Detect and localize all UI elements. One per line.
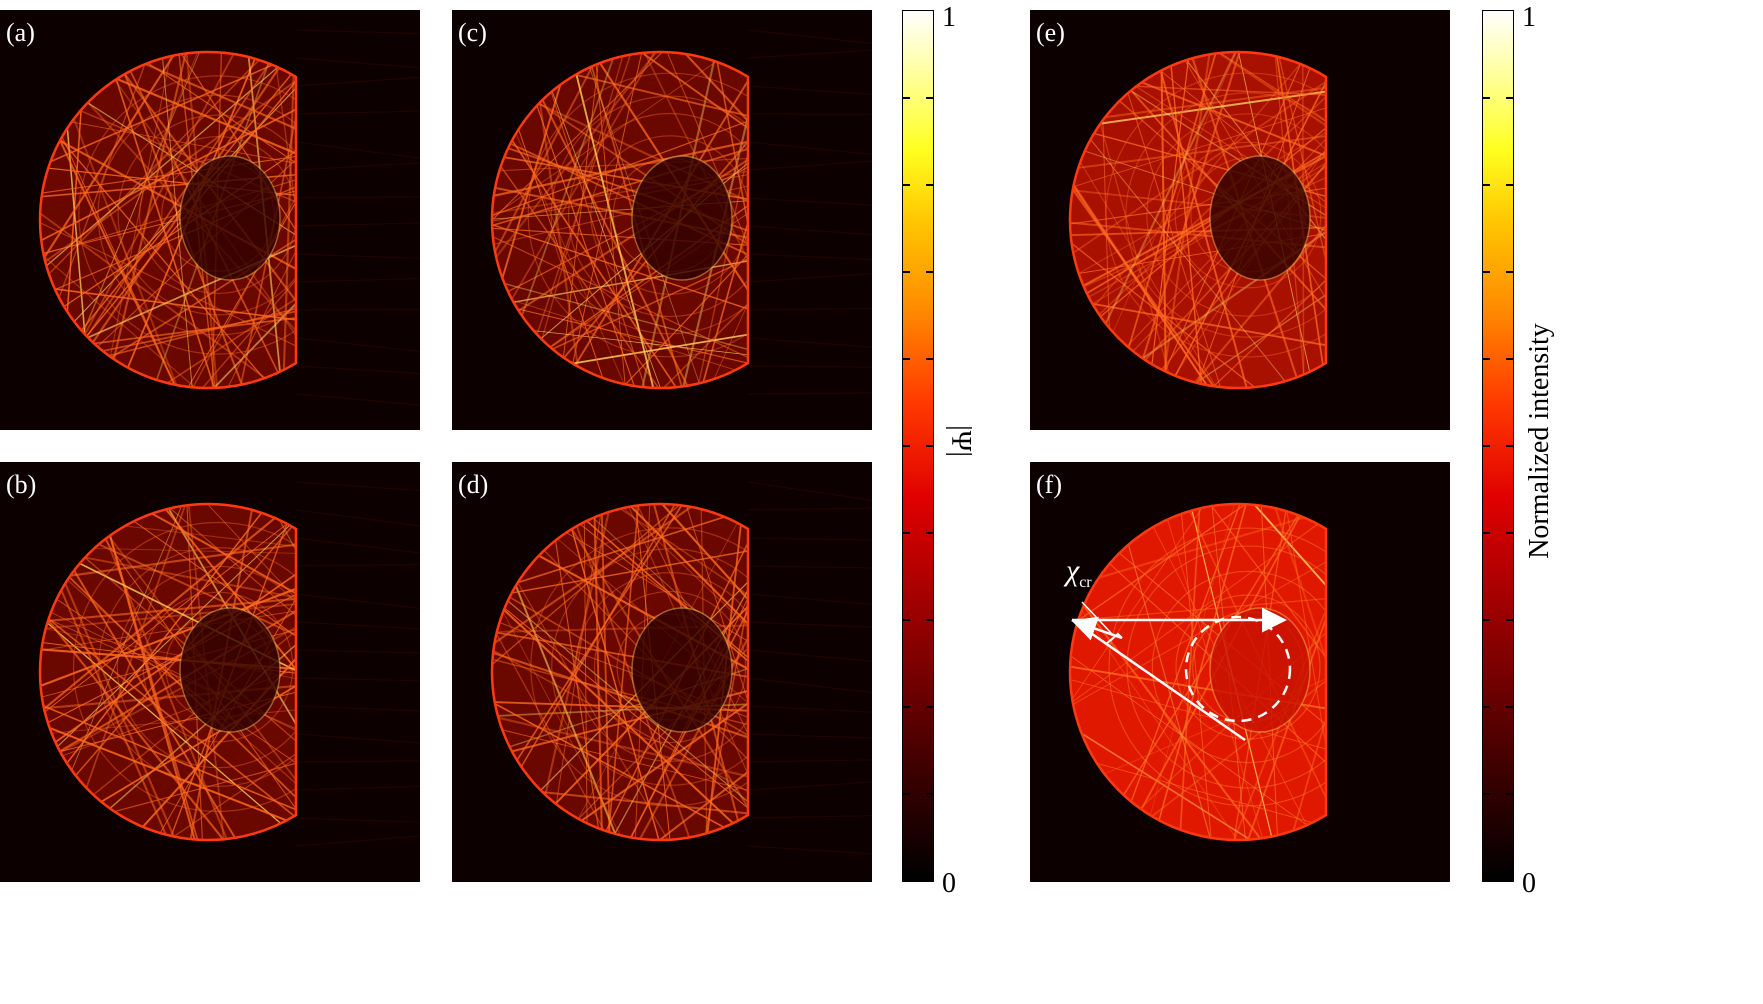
panel-c: (c): [452, 10, 872, 430]
normal-arrow: [1071, 616, 1123, 641]
wave-pattern-c: [490, 29, 872, 395]
wave-pattern-d: [490, 481, 872, 855]
panel-label-b: (b): [6, 470, 37, 499]
angle-mark: [1105, 632, 1123, 645]
chi-pointer: [1081, 601, 1113, 635]
chi-cr-label: χcr: [1066, 554, 1092, 591]
colorbar-intensity-max: 1: [1522, 2, 1536, 33]
colorbar-intensity-label: Normalized intensity: [1523, 323, 1555, 559]
colorbar-psi-max: 1: [942, 2, 956, 33]
wave-pattern-b: [38, 481, 420, 847]
intensity-pattern-f: [1068, 502, 1328, 842]
colorbar-psi-label: |Ψ|: [944, 425, 976, 457]
panel-b: (b): [0, 462, 420, 882]
panel-label-f: (f): [1036, 470, 1062, 499]
panel-f: (f) χcr: [1030, 462, 1450, 882]
intensity-pattern-e: [1068, 50, 1328, 390]
panel-e: (e): [1030, 10, 1450, 430]
chord-line: [1071, 618, 1246, 742]
critical-angle-annotation: [1071, 601, 1292, 742]
panel-a: (a): [0, 10, 420, 430]
panel-label-d: (d): [458, 470, 489, 499]
wave-pattern-a: [38, 29, 420, 406]
inner-circle-dashed: [1184, 615, 1292, 723]
panel-label-e: (e): [1036, 18, 1065, 47]
colorbar-intensity: [1482, 10, 1514, 882]
colorbar-psi-min: 0: [942, 868, 956, 899]
colorbar-intensity-min: 0: [1522, 868, 1536, 899]
panel-label-c: (c): [458, 18, 487, 47]
panel-label-a: (a): [6, 18, 35, 47]
panel-d: (d): [452, 462, 872, 882]
colorbar-psi: [902, 10, 934, 882]
